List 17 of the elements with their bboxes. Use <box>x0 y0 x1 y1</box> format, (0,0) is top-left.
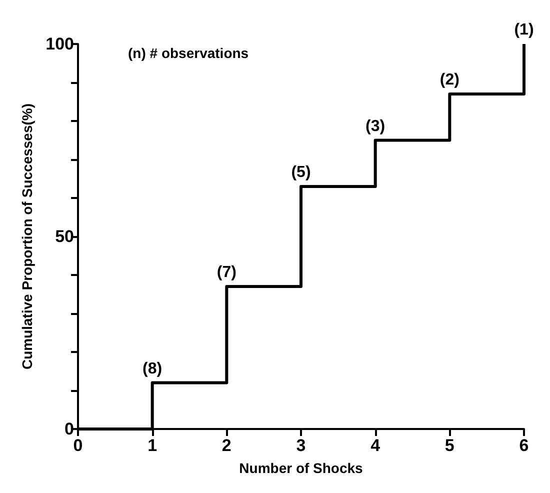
y-tick-label: 50 <box>55 227 74 246</box>
annotation: (7) <box>216 264 236 282</box>
x-tick-label: 1 <box>148 436 158 455</box>
x-tick-label: 6 <box>519 436 529 455</box>
x-tick-label: 3 <box>296 436 306 455</box>
x-tick-label: 2 <box>222 436 232 455</box>
x-axis-title: Number of Shocks <box>239 460 364 476</box>
annotation: (1) <box>514 22 534 38</box>
annotation: (8) <box>142 360 162 378</box>
annotation: (2) <box>440 72 460 89</box>
annotation: (n) # observations <box>128 45 249 61</box>
x-tick-label: 4 <box>370 436 381 455</box>
x-tick-label: 5 <box>444 436 454 455</box>
y-axis-title: Cumulative Proportion of Successes(%) <box>19 103 35 370</box>
annotation: (5) <box>291 164 311 181</box>
annotation: (3) <box>366 118 386 135</box>
y-tick-label: 100 <box>46 34 74 54</box>
